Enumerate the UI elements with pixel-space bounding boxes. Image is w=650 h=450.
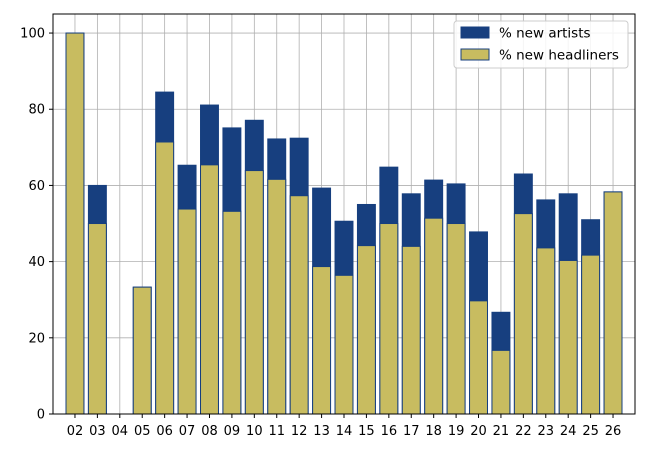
bar-new-headliners-13 — [312, 266, 332, 415]
legend: % new artists % new headliners — [453, 20, 629, 69]
x-tick-label: 10 — [246, 424, 263, 439]
y-tick-label: 20 — [28, 331, 45, 346]
x-tick-label: 24 — [560, 424, 577, 439]
legend-swatch-new-headliners — [460, 48, 490, 61]
x-tick-label: 09 — [224, 424, 241, 439]
bar-new-headliners-11 — [267, 178, 287, 415]
legend-label-new-artists: % new artists — [499, 26, 591, 42]
y-tick-label: 100 — [20, 27, 45, 42]
x-tick-label: 19 — [448, 424, 465, 439]
x-tick-label: 26 — [605, 424, 622, 439]
bar-new-headliners-05 — [132, 286, 152, 415]
bar-new-headliners-25 — [581, 254, 601, 415]
bar-new-headliners-21 — [491, 349, 511, 415]
x-tick-label: 06 — [156, 424, 173, 439]
x-tick-label: 15 — [358, 424, 375, 439]
bar-new-headliners-23 — [536, 247, 556, 415]
x-tick-label: 25 — [582, 424, 599, 439]
legend-label-new-headliners: % new headliners — [499, 48, 619, 64]
bar-new-headliners-20 — [469, 300, 488, 415]
x-tick-label: 16 — [381, 424, 398, 439]
x-tick-label: 14 — [336, 424, 353, 439]
x-tick-label: 23 — [538, 424, 555, 439]
x-tick-label: 22 — [515, 424, 532, 439]
bar-new-headliners-16 — [379, 223, 399, 415]
y-tick-label: 0 — [37, 408, 45, 423]
bar-new-headliners-06 — [155, 141, 175, 415]
y-tick-label: 80 — [28, 103, 45, 118]
x-tick-label: 21 — [493, 424, 510, 439]
bar-new-headliners-22 — [513, 213, 533, 415]
x-tick-label: 08 — [201, 424, 218, 439]
y-tick-label: 40 — [28, 255, 45, 270]
x-tick-label: 18 — [425, 424, 442, 439]
x-tick-label: 02 — [67, 424, 84, 439]
bar-new-headliners-03 — [87, 223, 107, 415]
x-tick-label: 03 — [89, 424, 106, 439]
bar-new-headliners-07 — [177, 208, 197, 415]
bar-new-headliners-15 — [356, 245, 376, 415]
x-tick-label: 17 — [403, 424, 420, 439]
y-axis: 0 20 40 60 80 100 — [20, 27, 53, 423]
x-tick-label: 05 — [134, 424, 151, 439]
x-tick-label: 04 — [112, 424, 129, 439]
x-tick-label: 20 — [470, 424, 487, 439]
bar-new-headliners-26 — [603, 191, 623, 415]
x-tick-label: 07 — [179, 424, 196, 439]
bar-new-headliners-19 — [446, 223, 466, 415]
bar-new-headliners-18 — [424, 217, 444, 415]
bar-new-headliners-12 — [289, 195, 309, 415]
bar-new-headliners-08 — [200, 164, 219, 415]
legend-box — [453, 20, 629, 69]
y-tick-label: 60 — [28, 179, 45, 194]
bar-new-headliners-24 — [558, 259, 578, 415]
x-tick-label: 13 — [313, 424, 330, 439]
legend-swatch-new-artists — [460, 26, 490, 39]
x-axis: 02 03 04 05 06 07 08 09 10 11 12 13 14 15 16 17 18 19 20 21… — [67, 414, 622, 439]
bar-new-headliners-09 — [222, 210, 242, 415]
bar-new-headliners-02 — [65, 32, 85, 415]
bar-new-headliners-14 — [334, 274, 354, 415]
x-tick-label: 11 — [268, 424, 285, 439]
bar-new-headliners-17 — [401, 245, 421, 415]
bar-new-headliners-10 — [244, 170, 264, 415]
x-tick-label: 12 — [291, 424, 308, 439]
